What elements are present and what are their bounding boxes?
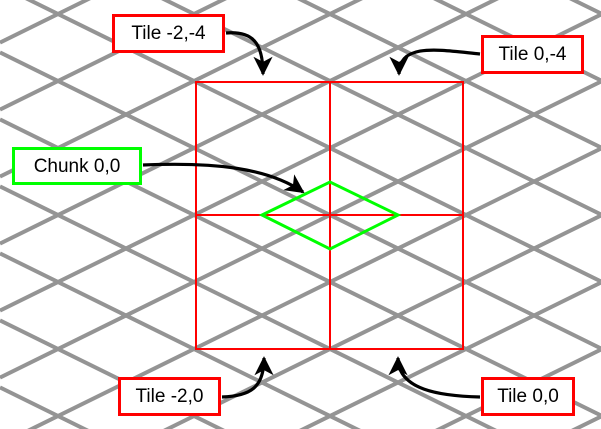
leader-arrow-2 <box>142 162 305 194</box>
leader-arrow-3 <box>221 356 274 399</box>
label-tile-neg2-neg4[interactable]: Tile -2,-4 <box>112 14 225 53</box>
leader-arrow-4 <box>388 356 481 399</box>
highlight-diamond <box>258 180 402 251</box>
label-text: Tile 0,-4 <box>498 44 567 65</box>
label-text: Tile -2,-4 <box>131 23 206 44</box>
leader-arrow-0 <box>225 31 273 76</box>
label-text: Chunk 0,0 <box>33 155 121 177</box>
label-tile-0-0[interactable]: Tile 0,0 <box>481 377 575 416</box>
leader-arrow-1 <box>389 48 481 76</box>
label-chunk-0-0[interactable]: Chunk 0,0 <box>12 147 142 185</box>
label-text: Tile -2,0 <box>135 386 204 407</box>
label-text: Tile 0,0 <box>497 386 559 407</box>
chunk-boundary <box>195 81 464 350</box>
label-tile-0-neg4[interactable]: Tile 0,-4 <box>481 35 584 74</box>
leader-arrows <box>142 31 481 399</box>
label-tile-neg2-0[interactable]: Tile -2,0 <box>118 377 221 416</box>
